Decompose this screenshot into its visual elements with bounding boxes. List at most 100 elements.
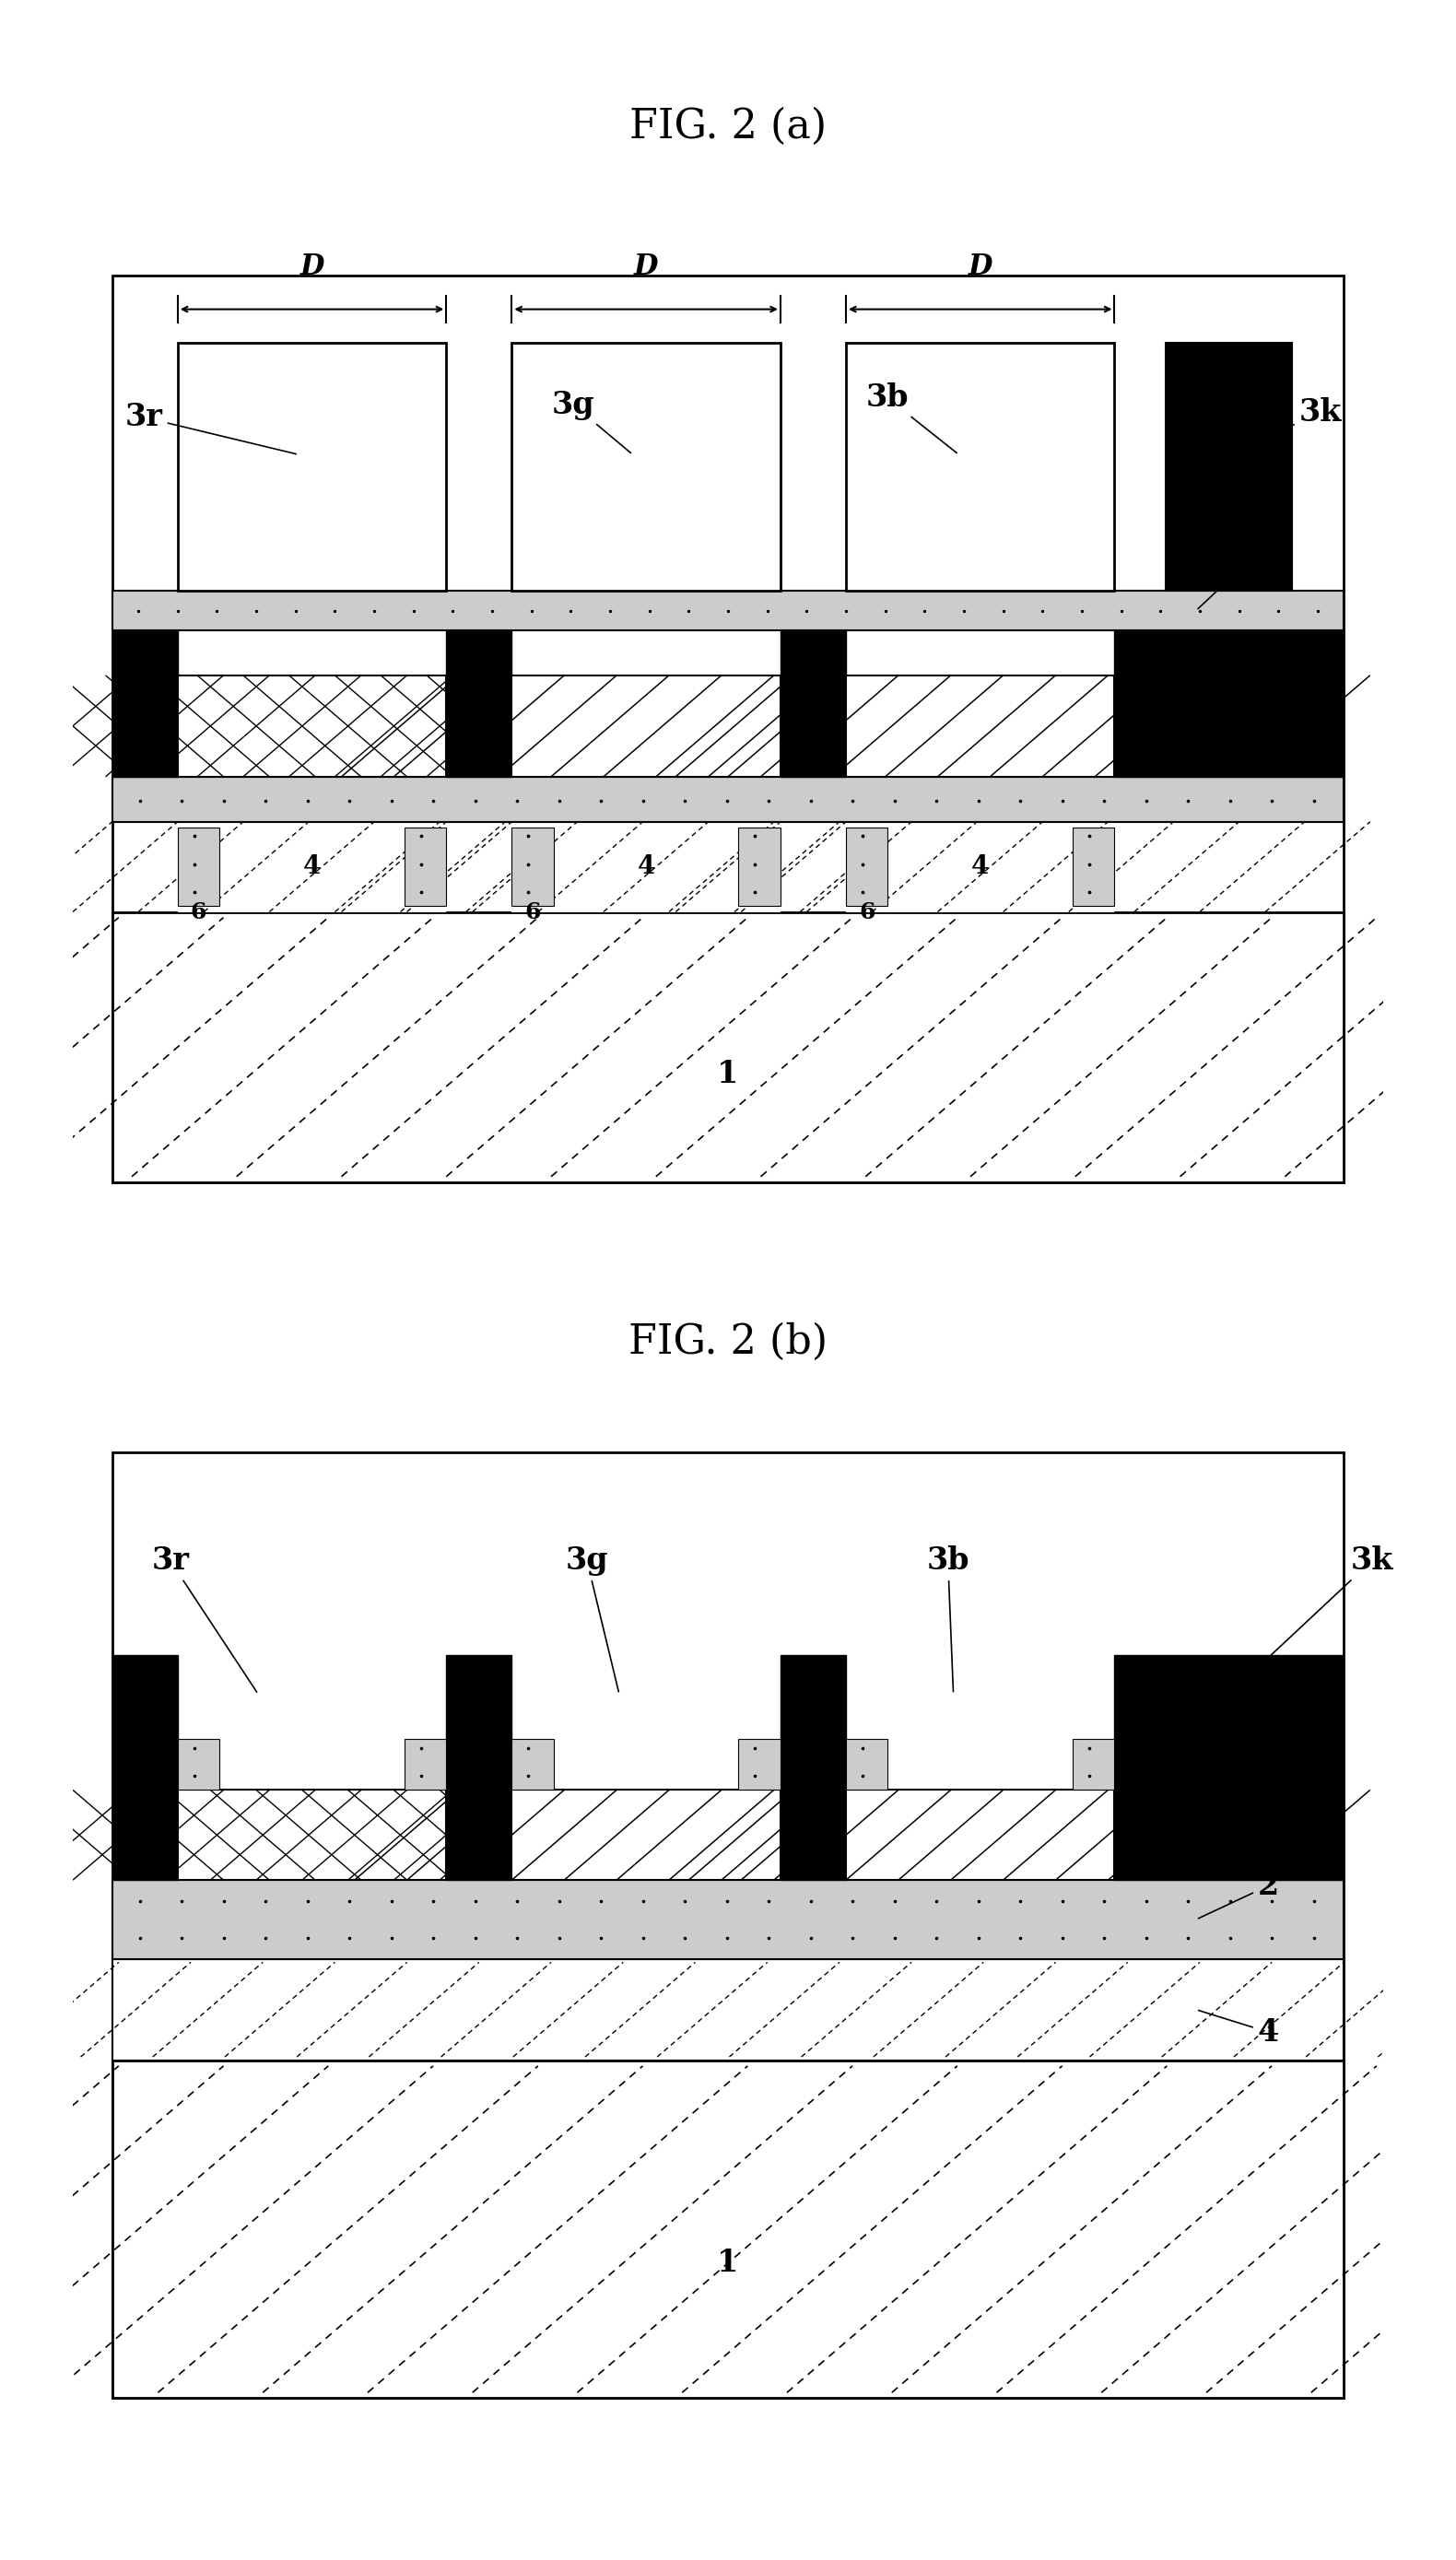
Point xyxy=(590,1882,613,1923)
Bar xyxy=(119,2066,1337,2394)
Bar xyxy=(513,822,780,911)
Point xyxy=(1176,781,1200,822)
Bar xyxy=(513,676,780,776)
Bar xyxy=(112,2061,1344,2399)
Bar xyxy=(447,1733,513,1879)
Point xyxy=(715,1917,738,1958)
Point xyxy=(380,781,403,822)
Point xyxy=(834,591,858,632)
Point xyxy=(182,842,205,883)
Point xyxy=(913,591,936,632)
Point xyxy=(402,591,425,632)
Point xyxy=(850,870,874,911)
Point xyxy=(842,1917,865,1958)
Point xyxy=(743,870,766,911)
Point xyxy=(128,1882,151,1923)
Bar xyxy=(513,827,553,906)
Point xyxy=(598,591,622,632)
Point xyxy=(213,1882,236,1923)
Point xyxy=(842,1882,865,1923)
Text: 3k: 3k xyxy=(1232,397,1341,453)
Point xyxy=(127,591,150,632)
Point xyxy=(882,781,906,822)
Point xyxy=(170,1882,194,1923)
Point xyxy=(799,1882,823,1923)
Point xyxy=(253,781,277,822)
Point xyxy=(253,1882,277,1923)
Bar xyxy=(112,911,1344,1183)
Point xyxy=(925,781,948,822)
Point xyxy=(673,781,696,822)
Point xyxy=(799,781,823,822)
Bar xyxy=(513,1789,780,1879)
Bar xyxy=(738,827,780,906)
Text: 6: 6 xyxy=(859,901,875,924)
Bar xyxy=(112,276,1344,1183)
Point xyxy=(182,1728,205,1769)
Point xyxy=(284,591,307,632)
Text: D: D xyxy=(633,253,658,282)
Point xyxy=(547,781,571,822)
Point xyxy=(1267,591,1290,632)
Point xyxy=(1092,1882,1115,1923)
Point xyxy=(1302,1882,1325,1923)
Text: 4: 4 xyxy=(303,855,320,878)
Point xyxy=(1306,591,1329,632)
Point xyxy=(1219,1882,1242,1923)
Bar xyxy=(846,822,1115,911)
Point xyxy=(1302,1917,1325,1958)
Point xyxy=(517,870,540,911)
Point xyxy=(409,842,432,883)
Point xyxy=(422,1917,446,1958)
Point xyxy=(463,781,486,822)
Text: 3k: 3k xyxy=(1232,1546,1393,1692)
Point xyxy=(182,870,205,911)
Bar xyxy=(178,1738,220,1789)
Point xyxy=(632,1882,655,1923)
Point xyxy=(1109,591,1133,632)
Point xyxy=(296,781,319,822)
Bar xyxy=(112,1452,1344,2399)
Bar xyxy=(112,1879,1344,1958)
Point xyxy=(1134,1917,1158,1958)
Point xyxy=(1227,591,1251,632)
Point xyxy=(170,781,194,822)
Bar xyxy=(846,343,1115,591)
Point xyxy=(1092,1917,1115,1958)
Bar xyxy=(112,1733,178,1879)
Point xyxy=(882,1917,906,1958)
Bar xyxy=(780,1654,846,1733)
Point xyxy=(363,591,386,632)
Point xyxy=(1134,1882,1158,1923)
Point xyxy=(1261,1882,1284,1923)
Point xyxy=(422,781,446,822)
Text: 4: 4 xyxy=(638,855,655,878)
Point xyxy=(799,1917,823,1958)
Bar xyxy=(178,822,446,911)
Point xyxy=(715,1882,738,1923)
Point xyxy=(874,591,897,632)
Point xyxy=(480,591,504,632)
Text: 2: 2 xyxy=(1198,1871,1278,1917)
Bar xyxy=(1115,1654,1344,1733)
Point xyxy=(205,591,229,632)
Point xyxy=(850,842,874,883)
Point xyxy=(547,1882,571,1923)
Point xyxy=(632,1917,655,1958)
Point xyxy=(182,814,205,855)
Point xyxy=(882,1882,906,1923)
Bar xyxy=(513,1789,780,1879)
Point xyxy=(743,1756,766,1797)
Point xyxy=(559,591,582,632)
Bar xyxy=(405,1738,446,1789)
Point xyxy=(757,1917,780,1958)
Text: FIG. 2 (a): FIG. 2 (a) xyxy=(629,108,827,146)
Text: 3r: 3r xyxy=(151,1546,256,1692)
Point xyxy=(441,591,464,632)
Bar xyxy=(112,1654,178,1733)
Point xyxy=(673,1882,696,1923)
Point xyxy=(380,1882,403,1923)
Point xyxy=(409,1756,432,1797)
Point xyxy=(1188,591,1211,632)
Point xyxy=(338,781,361,822)
